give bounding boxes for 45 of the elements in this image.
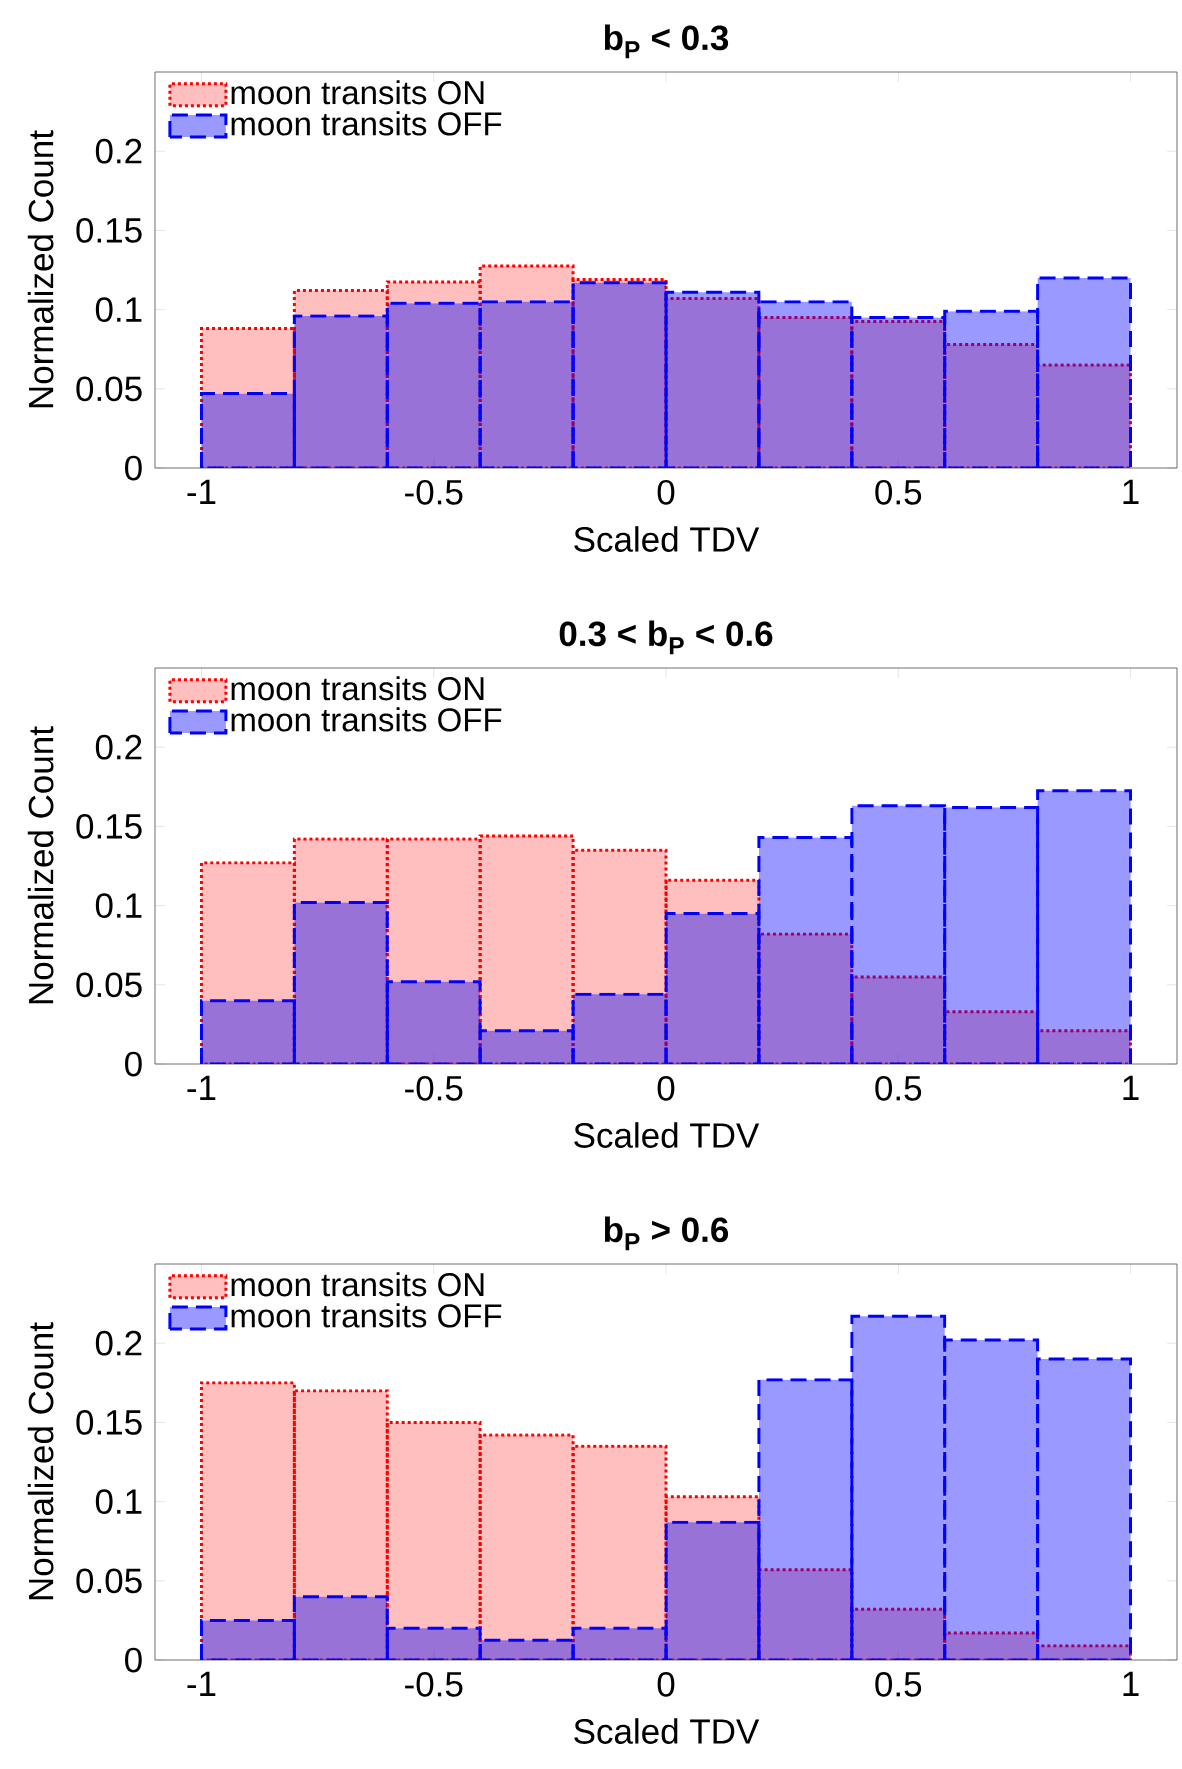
x-axis-title: Scaled TDV [574,526,760,552]
y-tick-label: 0.1 [95,893,142,919]
y-tick-label: 0.05 [76,972,142,998]
chart-title: b$_{P}$ < 0.3 [604,24,729,59]
legend-label: moon transits OFF [231,707,502,732]
y-tick-label: 0.2 [95,138,142,164]
legend-label: moon transits OFF [231,111,502,136]
y-tick-label: 0.2 [95,734,142,760]
x-tick-label: -0.5 [405,1075,463,1101]
x-tick-label: -1 [187,1075,216,1100]
x-tick-label: 0 [657,1671,675,1697]
y-axis-title: Normalized Count [27,726,54,1004]
legend-label: moon transits ON [231,676,484,701]
x-tick-label: 0 [657,1075,675,1101]
y-tick-label: 0.15 [76,814,142,839]
y-tick-label: 0.15 [76,1410,142,1435]
y-tick-label: 0.15 [76,218,142,243]
x-tick-label: 0.5 [875,1671,922,1697]
chart-title: b$_{P}$ > 0.6 [604,1216,729,1251]
x-tick-label: -1 [187,1671,216,1696]
x-tick-label: 0.5 [875,479,922,505]
y-axis-title: Normalized Count [27,130,54,408]
legend-label: moon transits ON [231,1272,484,1297]
x-tick-label: -1 [187,479,216,504]
y-tick-label: 0.1 [95,1489,142,1515]
x-tick-label: 1 [1123,1075,1139,1100]
y-tick-label: 0.05 [76,376,142,402]
y-tick-label: 0 [125,455,142,481]
y-tick-label: 0.1 [95,297,142,322]
y-tick-label: 0.2 [95,1330,142,1356]
y-tick-label: 0 [125,1051,142,1077]
y-tick-label: 0 [125,1647,142,1673]
x-tick-label: -0.5 [405,1671,463,1697]
legend-label: moon transits ON [231,80,484,105]
y-tick-label: 0.05 [76,1568,142,1594]
x-tick-label: 1 [1123,1671,1139,1696]
x-axis-title: Scaled TDV [574,1122,760,1148]
chart-title: 0.3 < b$_{P}$ < 0.6 [559,620,773,655]
x-axis-title: Scaled TDV [574,1718,760,1744]
x-tick-label: 1 [1123,479,1139,504]
y-axis-title: Normalized Count [27,1322,54,1600]
legend-label: moon transits OFF [231,1303,502,1328]
x-tick-label: -0.5 [405,479,463,505]
x-tick-label: 0.5 [875,1075,922,1101]
x-tick-label: 0 [657,479,675,505]
